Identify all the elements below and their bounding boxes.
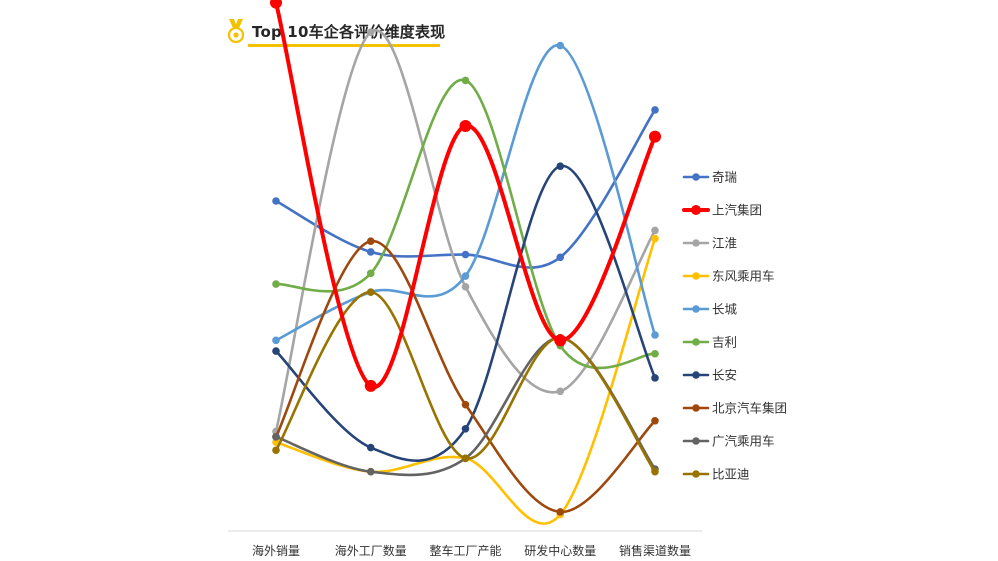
x-tick-label: 海外销量 <box>252 543 300 558</box>
series-line <box>274 290 657 473</box>
data-point <box>556 162 565 170</box>
series-7 <box>272 237 659 516</box>
data-point <box>272 336 280 345</box>
legend-item: 广汽乘用车 <box>682 434 775 449</box>
data-point <box>461 400 470 409</box>
data-point <box>461 76 470 85</box>
legend-item: 长安 <box>682 368 737 383</box>
data-point <box>366 288 375 296</box>
data-point <box>556 508 565 516</box>
legend-swatch-marker <box>692 437 700 445</box>
data-point <box>649 130 661 143</box>
data-point <box>556 387 565 396</box>
legend-item: 上汽集团 <box>682 203 762 218</box>
data-point <box>651 226 659 235</box>
data-point <box>366 28 375 36</box>
series-line <box>274 239 657 514</box>
data-point <box>554 334 567 347</box>
legend-swatch-marker <box>692 272 700 280</box>
legend-item: 江淮 <box>682 236 737 251</box>
medal-icon <box>227 19 245 44</box>
data-point <box>461 282 470 291</box>
series-line <box>274 164 657 462</box>
legend-label: 比亚迪 <box>712 467 750 482</box>
legend-swatch-marker <box>692 305 700 313</box>
legend-label: 江淮 <box>712 236 737 251</box>
data-point <box>651 234 659 243</box>
data-point <box>272 347 280 355</box>
data-point <box>461 454 470 463</box>
legend-label: 奇瑞 <box>712 170 737 185</box>
data-point <box>461 272 470 280</box>
legend-item: 比亚迪 <box>682 467 750 482</box>
legend-item: 北京汽车集团 <box>682 401 787 416</box>
legend-swatch-marker <box>692 338 700 346</box>
data-point <box>366 443 375 452</box>
legend-item: 东风乘用车 <box>682 269 775 284</box>
legend-label: 东风乘用车 <box>712 269 775 284</box>
title-underline <box>248 44 440 47</box>
data-point <box>272 446 280 455</box>
data-point <box>272 197 280 205</box>
legend-label: 广汽乘用车 <box>712 434 775 449</box>
data-point <box>556 253 565 262</box>
legend-swatch-marker <box>692 239 700 247</box>
data-point <box>364 379 377 392</box>
chart-header: Top 10车企各评价维度表现 <box>226 16 445 46</box>
data-point <box>459 119 472 132</box>
x-tick-label: 研发中心数量 <box>524 543 596 558</box>
x-tick-label: 整车工厂产能 <box>429 543 501 558</box>
series-1 <box>270 0 661 392</box>
series-2 <box>272 28 659 436</box>
legend-label: 上汽集团 <box>712 203 762 218</box>
legend-item: 吉利 <box>682 335 737 350</box>
data-point <box>651 106 659 114</box>
series-layer <box>270 0 661 525</box>
data-point <box>651 349 659 358</box>
legend-item: 奇瑞 <box>682 170 737 185</box>
data-point <box>651 374 659 382</box>
legend-swatch-marker <box>691 205 701 215</box>
legend-item: 长城 <box>682 302 738 317</box>
series-6 <box>272 162 659 462</box>
data-point <box>366 269 375 278</box>
data-point <box>366 248 375 256</box>
data-point <box>651 331 659 339</box>
chart-title: Top 10车企各评价维度表现 <box>252 22 446 41</box>
data-point <box>461 425 470 433</box>
series-line <box>274 0 657 389</box>
data-point <box>272 280 280 288</box>
legend-label: 长城 <box>712 302 738 317</box>
x-tick-label: 海外工厂数量 <box>335 543 407 558</box>
series-0 <box>272 106 659 269</box>
series-line <box>274 108 657 269</box>
legend-label: 北京汽车集团 <box>712 401 787 416</box>
x-tick-label: 销售渠道数量 <box>619 543 691 558</box>
data-point <box>270 0 282 9</box>
series-line <box>274 44 657 342</box>
data-point <box>366 237 375 245</box>
data-point <box>366 467 375 476</box>
legend-label: 长安 <box>712 368 737 383</box>
legend-label: 吉利 <box>712 335 737 350</box>
data-point <box>272 433 280 441</box>
data-point <box>651 416 659 425</box>
legend-swatch-marker <box>692 404 700 412</box>
legend-swatch-marker <box>692 371 700 379</box>
legend-swatch-marker <box>692 173 700 181</box>
x-axis: 海外销量 海外工厂数量 整车工厂产能 研发中心数量 销售渠道数量 <box>228 530 702 558</box>
series-9 <box>272 288 659 476</box>
data-point <box>556 41 565 50</box>
series-line <box>274 29 657 433</box>
legend-swatch-marker <box>692 470 700 478</box>
data-point <box>461 250 470 259</box>
data-point <box>651 467 659 476</box>
